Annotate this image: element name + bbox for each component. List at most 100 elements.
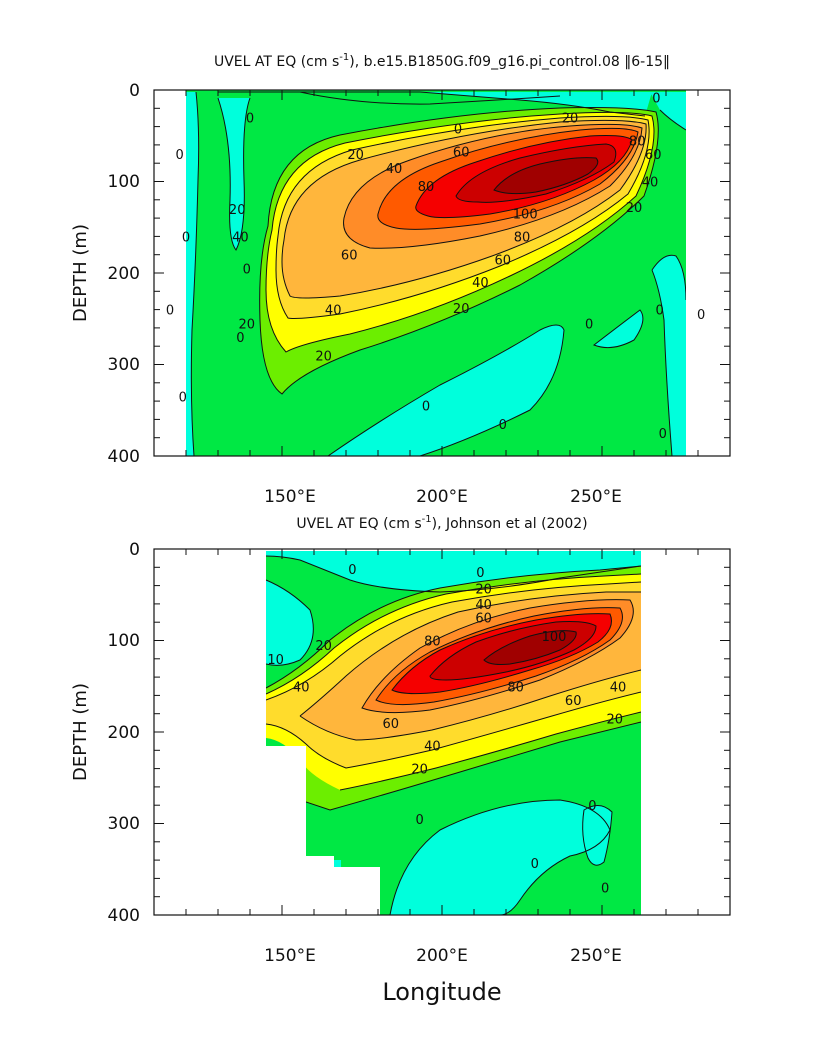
negative-band-surface <box>218 92 652 116</box>
contour-label: 0 <box>348 563 356 578</box>
contour-label: 80 <box>629 134 646 149</box>
contour-label: 20 <box>453 302 470 317</box>
y-tick-label: 200 <box>108 723 140 743</box>
contour-label: 60 <box>383 717 400 732</box>
contour-field-model <box>154 90 730 456</box>
contour-label: 40 <box>293 680 310 695</box>
contour-label: 20 <box>315 349 332 364</box>
contour-label: 60 <box>475 612 492 627</box>
x-tick-label: 150°E <box>264 946 316 966</box>
chart-panel-model: UVEL AT EQ (cm s-1), b.e15.B1850G.f09_g1… <box>70 52 731 507</box>
contour-label: 60 <box>453 145 470 160</box>
y-tick-label: 100 <box>108 631 140 651</box>
x-axis-label: Longitude <box>382 978 501 1006</box>
negative-band-west <box>266 580 314 666</box>
axis-ticks-observed <box>154 548 730 916</box>
contour-label: 40 <box>610 680 627 695</box>
contour-label: 80 <box>424 635 441 650</box>
contour-label: 0 <box>175 148 183 163</box>
contour-label: 40 <box>386 162 403 177</box>
contour-label: 40 <box>475 598 492 613</box>
contour-label: 0 <box>499 418 507 433</box>
chart-title-model: UVEL AT EQ (cm s-1), b.e15.B1850G.f09_g1… <box>214 52 670 70</box>
contour-label: 100 <box>513 208 538 223</box>
negative-band-ne <box>650 92 686 130</box>
contour-label: 20 <box>411 763 428 778</box>
contour-label: 20 <box>562 111 579 126</box>
negative-band-surface <box>266 551 641 592</box>
contour-label: 0 <box>422 400 430 415</box>
contour-label: 0 <box>588 799 596 814</box>
contour-label: 60 <box>495 253 512 268</box>
y-tick-label: 0 <box>129 81 140 101</box>
x-tick-label: 200°E <box>416 946 468 966</box>
contour-label: 20 <box>475 582 492 597</box>
contour-label: 80 <box>514 230 531 245</box>
y-axis-label-observed: DEPTH (m) <box>70 683 91 781</box>
contour-lines-observed <box>265 555 642 915</box>
contour-label: 40 <box>642 176 659 191</box>
negative-band-far-east <box>652 255 686 456</box>
contour-label: 0 <box>652 91 660 106</box>
contour-label: 40 <box>424 740 441 755</box>
y-tick-label: 300 <box>108 814 140 834</box>
contour-label: 20 <box>607 712 624 727</box>
contour-label: 20 <box>347 148 364 163</box>
negative-band-deep <box>328 325 564 456</box>
contour-label: 20 <box>315 639 332 654</box>
contour-label: 0 <box>601 882 609 897</box>
contour-band-100-plus <box>494 157 598 194</box>
y-tick-label: 400 <box>108 906 140 926</box>
contour-label: 20 <box>239 317 256 332</box>
no-data-mask-west <box>154 549 380 915</box>
contour-label: 60 <box>565 694 582 709</box>
contour-label: 0 <box>655 304 663 319</box>
contour-label: 100 <box>542 630 567 645</box>
no-data-east <box>641 549 730 915</box>
y-tick-label: 200 <box>108 264 140 284</box>
x-tick-label: 250°E <box>570 487 622 507</box>
x-tick-label: 250°E <box>570 946 622 966</box>
x-tick-label: 150°E <box>264 487 316 507</box>
contour-field-observed <box>154 549 730 915</box>
contour-label: 20 <box>229 203 246 218</box>
contour-label: 10 <box>267 653 284 668</box>
contour-band-100-plus <box>484 630 577 665</box>
contour-label: 0 <box>697 308 705 323</box>
contour-label: 80 <box>507 680 524 695</box>
contour-label: 80 <box>418 180 435 195</box>
y-axis-label-model: DEPTH (m) <box>70 224 91 322</box>
contour-label: 0 <box>659 427 667 442</box>
contour-label: 0 <box>476 566 484 581</box>
x-tick-labels-model: 150°E 200°E 250°E <box>264 487 622 507</box>
chart-panel-observed: UVEL AT EQ (cm s-1), Johnson et al (2002… <box>70 514 731 1006</box>
contour-label: 60 <box>645 148 662 163</box>
contour-label: 0 <box>585 317 593 332</box>
y-tick-labels-observed: 0 100 200 300 400 <box>108 540 140 926</box>
y-tick-label: 400 <box>108 447 140 467</box>
y-tick-labels-model: 0 100 200 300 400 <box>108 81 140 467</box>
contour-label: 20 <box>626 201 643 216</box>
axis-ticks-model <box>154 89 730 457</box>
x-tick-label: 200°E <box>416 487 468 507</box>
negative-band-west <box>186 92 199 456</box>
contour-label: 40 <box>232 230 249 245</box>
y-tick-label: 0 <box>129 540 140 560</box>
contour-label: 40 <box>325 304 342 319</box>
contour-label: 0 <box>166 304 174 319</box>
contour-label: 0 <box>179 391 187 406</box>
contour-label: 0 <box>454 122 462 137</box>
contour-label: 0 <box>182 230 190 245</box>
y-tick-label: 100 <box>108 172 140 192</box>
contour-labels-model: 2000204060808060402010080604020604020402… <box>166 91 705 442</box>
contour-label: 0 <box>243 262 251 277</box>
contour-label: 0 <box>236 331 244 346</box>
y-tick-label: 300 <box>108 355 140 375</box>
negative-band-deep <box>390 800 610 915</box>
contour-label: 60 <box>341 249 358 264</box>
x-tick-labels-observed: 150°E 200°E 250°E <box>264 946 622 966</box>
contour-lines-model <box>190 91 687 456</box>
contour-label: 0 <box>415 813 423 828</box>
contour-label: 0 <box>246 111 254 126</box>
